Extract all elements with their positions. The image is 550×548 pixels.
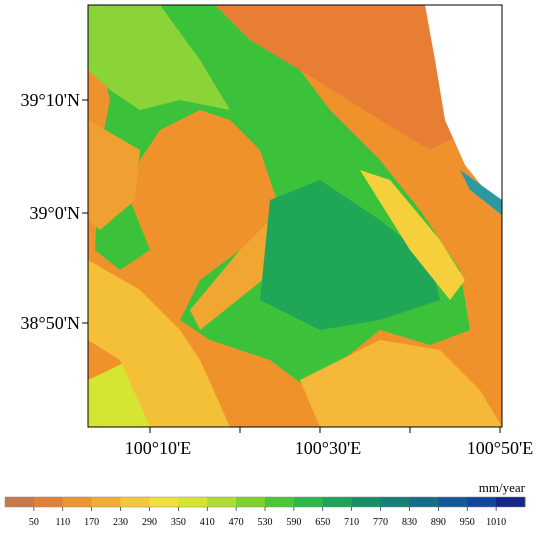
colorbar-segment [496,497,526,507]
colorbar-segment [178,497,208,507]
legend-unit: mm/year [479,480,526,495]
colorbar-segment [322,497,353,507]
lon-label: 100°10'E [125,438,191,458]
colorbar-label: 890 [431,517,446,528]
colorbar-segment [91,497,122,507]
lat-label: 39°10'N [21,90,80,110]
colorbar-segment [409,497,439,507]
colorbar-segment [120,497,150,507]
colorbar-segment [467,497,497,507]
colorbar-label: 50 [29,517,39,528]
colorbar-segment [149,497,179,507]
colorbar-label: 830 [402,517,417,528]
colorbar-label: 710 [344,517,359,528]
colorbar-label: 770 [373,517,388,528]
colorbar-label: 650 [315,517,330,528]
colorbar-label: 1010 [486,517,506,528]
colorbar-label: 170 [84,517,99,528]
colorbar-segment [236,497,266,507]
colorbar-label: 230 [113,517,128,528]
lon-label: 100°50'E [467,438,533,458]
lat-label: 38°50'N [21,313,80,333]
lat-label: 39°0'N [30,203,80,223]
colorbar-label: 530 [258,517,273,528]
colorbar-label: 470 [229,517,244,528]
colorbar-segment [438,497,468,507]
colorbar-segment [351,497,382,507]
lon-label: 100°30'E [295,438,361,458]
colorbar-segment [293,497,324,507]
colorbar-label: 950 [460,517,475,528]
colorbar-segment [380,497,410,507]
colorbar-label: 290 [142,517,157,528]
colorbar-segment [62,497,93,507]
colorbar-segment [207,497,237,507]
colorbar-label: 350 [171,517,186,528]
colorbar-segment [33,497,64,507]
colorbar-label: 110 [55,517,70,528]
colorbar-segment [5,497,35,507]
colorbar-segment [265,497,295,507]
map-image [82,4,503,433]
colorbar-label: 410 [200,517,215,528]
colorbar: 50 110 170 230 290 350 410 470 530 590 650 710 770 83… [4,496,526,528]
colorbar-label: 590 [286,517,301,528]
